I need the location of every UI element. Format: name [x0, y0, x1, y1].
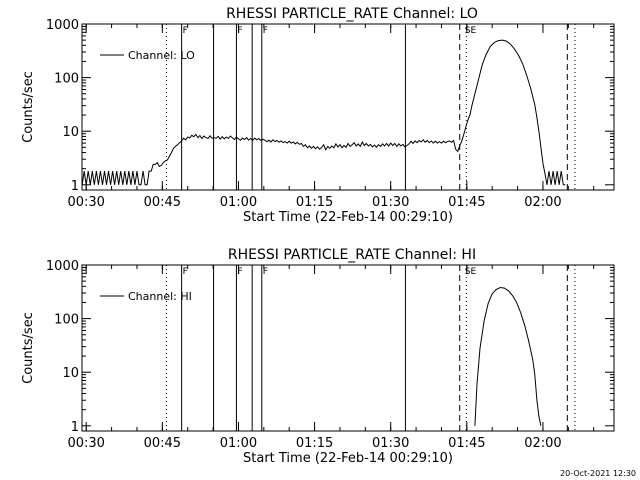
x-tick-label: 01:45: [448, 195, 485, 210]
plot-frame: [81, 264, 615, 432]
legend-label: Channel: HI: [128, 290, 192, 303]
chart-title: RHESSI PARTICLE_RATE Channel: LO: [226, 6, 478, 22]
event-marker-label: SE: [465, 267, 477, 277]
chart-panel-hi: RHESSI PARTICLE_RATE Channel: HI 1 10 100 10…: [21, 247, 615, 466]
chart-title: RHESSI PARTICLE_RATE Channel: HI: [228, 247, 476, 263]
x-tick-label: 01:15: [296, 195, 333, 210]
legend-label: Channel: LO: [128, 49, 195, 62]
x-tick-label: 00:30: [67, 436, 104, 451]
y-axis-label: Counts/sec: [21, 312, 36, 384]
y-tick-label: 1: [71, 420, 79, 435]
event-marker-label: F: [263, 267, 268, 277]
y-tick-label: 100: [54, 313, 79, 328]
event-marker-label: F: [263, 26, 268, 36]
y-tick-label: 1000: [46, 259, 79, 274]
y-tick-label: 10: [62, 366, 79, 381]
x-tick-label: 01:45: [448, 436, 485, 451]
x-tick-label: 01:00: [220, 195, 257, 210]
event-marker-label: F: [183, 267, 188, 277]
series-line: [474, 286, 542, 426]
y-tick-label: 1: [71, 179, 79, 194]
plot-frame: [81, 23, 615, 191]
footer-timestamp: 20-Oct-2021 12:30: [560, 469, 636, 478]
x-tick-label: 01:30: [372, 436, 409, 451]
x-tick-label: 02:00: [524, 195, 561, 210]
x-tick-label: 01:00: [220, 436, 257, 451]
x-tick-label: 00:30: [67, 195, 104, 210]
x-tick-label: 01:15: [296, 436, 333, 451]
event-marker-label: SE: [465, 26, 477, 36]
y-tick-label: 1000: [46, 18, 79, 33]
series-line: [82, 39, 566, 186]
event-marker-label: F: [237, 26, 242, 36]
x-axis-label: Start Time (22-Feb-14 00:29:10): [243, 451, 453, 466]
x-tick-label: 00:45: [144, 436, 181, 451]
y-axis-label: Counts/sec: [21, 71, 36, 143]
x-tick-label: 02:00: [524, 436, 561, 451]
chart-panel-lo: RHESSI PARTICLE_RATE Channel: LO 1 10 100 10…: [21, 6, 615, 225]
event-marker-label: F: [183, 26, 188, 36]
x-tick-label: 01:30: [372, 195, 409, 210]
x-tick-label: 00:45: [144, 195, 181, 210]
y-tick-label: 100: [54, 72, 79, 87]
event-marker-label: F: [237, 267, 242, 277]
y-tick-label: 10: [62, 125, 79, 140]
x-axis-label: Start Time (22-Feb-14 00:29:10): [243, 210, 453, 225]
